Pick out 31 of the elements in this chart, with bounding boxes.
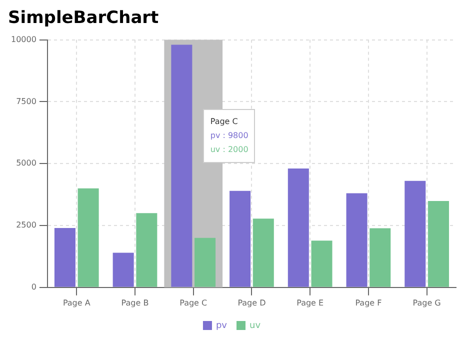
x-tick-label: Page A <box>62 298 91 308</box>
x-tick-label: Page B <box>121 298 149 308</box>
annotation: pv : 9800 <box>210 130 248 142</box>
bar <box>136 213 158 287</box>
bar <box>404 180 426 287</box>
y-tick-label: 7500 <box>16 96 36 106</box>
bar <box>428 200 449 287</box>
x-tick-label: Page E <box>296 298 324 308</box>
y-tick-label: 5000 <box>16 158 36 168</box>
x-tick-label: Page D <box>238 298 266 308</box>
bar <box>112 252 134 287</box>
x-tick-label: Page G <box>412 298 441 308</box>
y-tick-label: 0 <box>31 282 36 292</box>
annotation: Page C <box>210 116 239 128</box>
annotation: uv : 2000 <box>210 144 248 156</box>
bar <box>78 188 99 287</box>
x-tick-label: Page C <box>180 298 208 308</box>
bar <box>194 238 216 287</box>
bar <box>54 228 76 287</box>
y-tick-label: 10000 <box>10 34 36 44</box>
bar <box>346 193 368 287</box>
bar <box>288 168 309 287</box>
bar <box>230 190 251 287</box>
legend-label: pv <box>216 320 228 331</box>
legend-label: uv <box>250 320 262 331</box>
x-tick-label: Page F <box>355 298 382 308</box>
chart-title: SimpleBarChart <box>8 8 160 30</box>
bar <box>370 228 391 287</box>
bar <box>252 218 274 287</box>
y-tick-label: 2500 <box>16 220 36 230</box>
bar <box>311 240 332 287</box>
